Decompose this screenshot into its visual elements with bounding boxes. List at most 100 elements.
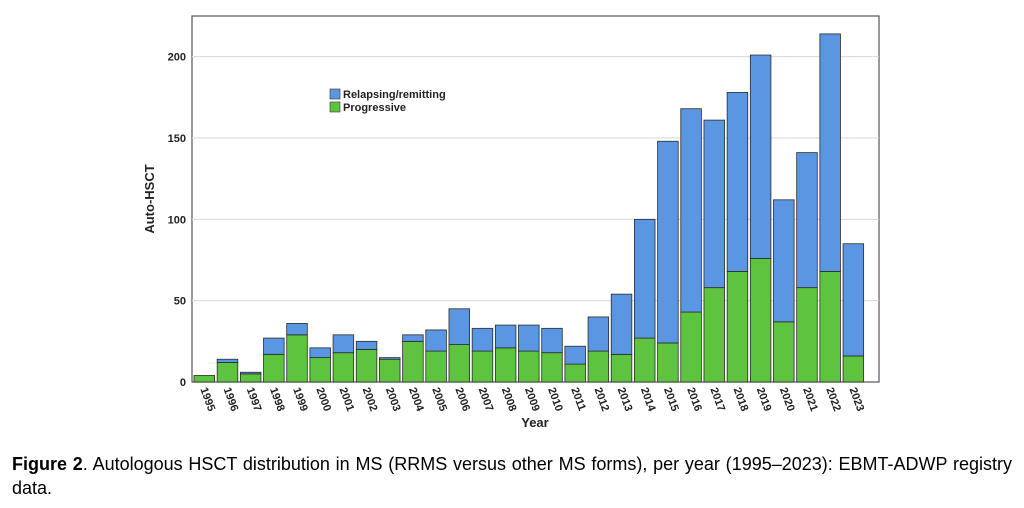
bar-relapsing xyxy=(842,243,865,357)
legend-label-relapsing: Relapsing/remitting xyxy=(343,89,446,101)
bar-relapsing xyxy=(796,152,818,289)
x-tick-label: 2017 xyxy=(707,386,727,413)
x-tick-label: 2013 xyxy=(615,386,635,413)
x-tick-label: 1997 xyxy=(244,386,264,413)
bar-relapsing xyxy=(680,108,702,313)
x-tick-label: 2004 xyxy=(406,386,426,414)
figure-caption: Figure 2. Autologous HSCT distribution i… xyxy=(12,452,1012,500)
y-tick-label: 50 xyxy=(174,296,186,308)
legend-swatch-relapsing xyxy=(329,88,341,100)
bar-relapsing xyxy=(518,324,540,352)
x-tick-label: 1996 xyxy=(221,386,241,413)
bar-relapsing xyxy=(332,334,355,354)
x-tick-label: 2003 xyxy=(383,386,403,413)
bar-progressive xyxy=(355,349,378,383)
x-tick-label: 1999 xyxy=(290,386,310,413)
bar-progressive xyxy=(587,350,610,383)
caption-label: Figure 2 xyxy=(12,454,83,474)
x-tick-label: 2000 xyxy=(313,386,333,413)
bar-relapsing xyxy=(587,316,610,352)
bar-relapsing xyxy=(263,337,285,355)
x-tick-label: 2011 xyxy=(568,386,587,413)
bar-progressive xyxy=(286,334,308,383)
bar-progressive xyxy=(402,340,424,383)
bar-progressive xyxy=(842,355,865,383)
bar-progressive xyxy=(657,342,679,383)
legend-label-progressive: Progressive xyxy=(343,102,406,114)
x-tick-label: 2009 xyxy=(522,386,542,413)
bar-relapsing xyxy=(564,345,586,365)
x-tick-label: 2019 xyxy=(754,386,774,413)
bar-relapsing xyxy=(541,327,563,354)
bar-progressive xyxy=(332,352,355,383)
x-tick-label: 2007 xyxy=(476,386,496,413)
bar-relapsing xyxy=(773,199,795,323)
x-tick-label: 1995 xyxy=(197,386,217,413)
bar-progressive xyxy=(703,287,725,383)
x-tick-label: 2012 xyxy=(592,386,612,413)
x-tick-label: 2006 xyxy=(452,386,472,413)
y-tick-label: 0 xyxy=(180,377,186,389)
y-tick-label: 200 xyxy=(168,52,186,64)
x-axis-label: Year xyxy=(521,415,548,430)
bar-relapsing xyxy=(494,324,517,349)
bar-progressive xyxy=(634,337,656,383)
bar-progressive xyxy=(796,287,818,383)
x-tick-label: 2005 xyxy=(429,386,449,413)
x-tick-label: 2023 xyxy=(847,386,867,413)
bar-relapsing xyxy=(610,293,633,355)
bar-progressive xyxy=(494,347,517,383)
x-tick-label: 2015 xyxy=(661,386,681,413)
x-tick-label: 2001 xyxy=(337,386,357,413)
bar-relapsing xyxy=(379,357,401,360)
y-tick-label: 150 xyxy=(168,133,186,145)
bar-relapsing xyxy=(657,140,679,344)
bar-progressive xyxy=(564,363,586,383)
x-tick-label: 2016 xyxy=(684,386,704,413)
legend-swatch-progressive xyxy=(329,101,341,113)
x-tick-label: 2021 xyxy=(800,386,820,413)
y-tick-labels: 0 50 100 150 200 xyxy=(168,52,186,389)
bar-progressive xyxy=(448,344,470,383)
bar-progressive xyxy=(216,362,239,383)
legend: Relapsing/remitting Progressive xyxy=(329,88,446,114)
bars xyxy=(193,33,865,383)
bar-progressive xyxy=(471,350,494,383)
bar-progressive xyxy=(680,311,702,383)
bar-relapsing xyxy=(355,340,378,350)
bar-progressive xyxy=(309,357,331,383)
y-axis-label: Auto-HSCT xyxy=(142,164,157,233)
bar-relapsing xyxy=(216,358,239,363)
bar-progressive xyxy=(726,270,749,383)
bar-relapsing xyxy=(471,327,494,352)
bar-relapsing xyxy=(448,308,470,345)
bar-relapsing xyxy=(749,54,772,259)
bar-relapsing xyxy=(309,347,331,358)
bar-relapsing xyxy=(239,371,262,375)
x-tick-label: 2002 xyxy=(360,386,380,413)
x-tick-label: 2008 xyxy=(499,386,519,413)
bar-progressive xyxy=(518,350,540,383)
bar-progressive xyxy=(773,321,795,383)
bar-relapsing xyxy=(819,33,841,272)
caption-text: . Autologous HSCT distribution in MS (RR… xyxy=(12,454,1012,498)
bar-progressive xyxy=(425,350,447,383)
x-tick-label: 2022 xyxy=(823,386,843,413)
x-tick-label: 1998 xyxy=(267,386,287,413)
bar-progressive xyxy=(193,375,216,383)
x-tick-label: 2014 xyxy=(638,386,658,414)
x-tick-label: 2020 xyxy=(777,386,797,413)
bar-progressive xyxy=(263,353,285,383)
bar-progressive xyxy=(749,257,772,383)
bar-relapsing xyxy=(402,334,424,342)
bar-relapsing xyxy=(286,323,308,336)
bar-relapsing xyxy=(425,329,447,352)
bar-relapsing xyxy=(634,218,656,339)
bar-progressive xyxy=(239,373,262,383)
x-tick-labels: 1995 1996 1997 1998 1999 2000 2001 2002 2003 2004… xyxy=(197,386,866,414)
x-tick-label: 2018 xyxy=(731,386,751,413)
bar-relapsing xyxy=(726,92,749,272)
bar-progressive xyxy=(541,352,563,383)
x-tick-label: 2010 xyxy=(545,386,565,413)
